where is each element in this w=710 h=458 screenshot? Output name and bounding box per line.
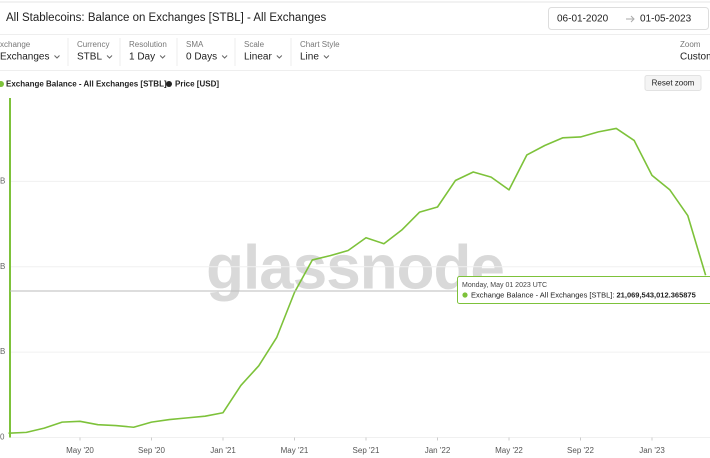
x-tick-label: Jan '22 bbox=[425, 446, 451, 455]
control-value[interactable]: STBL bbox=[77, 52, 102, 63]
legend-label[interactable]: Price [USD] bbox=[175, 80, 219, 89]
x-tick-label: May '21 bbox=[281, 446, 309, 455]
series-line bbox=[8, 127, 707, 435]
control-value[interactable]: 0 Days bbox=[186, 52, 217, 63]
legend-dot bbox=[166, 81, 172, 87]
x-tick-label: Sep '20 bbox=[138, 446, 165, 455]
control-value[interactable]: Line bbox=[300, 52, 319, 63]
legend-dot bbox=[0, 81, 4, 87]
control-value[interactable]: Custom bbox=[680, 52, 710, 63]
control-label: Chart Style bbox=[300, 40, 340, 49]
control-label: Zoom bbox=[680, 40, 701, 49]
x-tick-label: May '20 bbox=[66, 446, 94, 455]
chevron bbox=[159, 55, 166, 59]
tooltip-label: Exchange Balance - All Exchanges [STBL]: bbox=[471, 290, 614, 299]
y-tick-label: 0 bbox=[0, 433, 5, 442]
control-value[interactable]: Exchanges bbox=[0, 52, 49, 63]
control-label: Currency bbox=[77, 40, 109, 49]
tooltip bbox=[457, 276, 710, 304]
arrow-icon bbox=[626, 15, 635, 23]
control-value[interactable]: 1 Day bbox=[129, 52, 155, 63]
x-tick-label: May '22 bbox=[495, 446, 523, 455]
y-tick-label: B bbox=[0, 262, 5, 271]
plot: 0 B B B May '20 Sep '20 Jan '21 May '21 Sep '21 J… bbox=[0, 98, 710, 455]
x-tick-label: Sep '21 bbox=[353, 446, 380, 455]
tooltip-dot bbox=[462, 292, 468, 298]
chevron bbox=[54, 55, 60, 59]
page-title: All Stablecoins: Balance on Exchanges [S… bbox=[6, 12, 327, 24]
chevron bbox=[276, 55, 283, 59]
x-tick-label: Jan '23 bbox=[639, 446, 665, 455]
y-tick-label: B bbox=[0, 176, 5, 185]
tooltip-text: Exchange Balance - All Exchanges [STBL]:… bbox=[471, 290, 696, 299]
controls: xchange Exchanges Currency STBL Resolution 1 … bbox=[0, 38, 710, 66]
legend-label[interactable]: Exchange Balance - All Exchanges [STBL] bbox=[6, 80, 167, 89]
chevron bbox=[221, 55, 228, 59]
date-to[interactable]: 01-05-2023 bbox=[640, 14, 692, 25]
x-tick-label: Jan '21 bbox=[210, 446, 236, 455]
control-value[interactable]: Linear bbox=[244, 52, 272, 63]
control-label: Scale bbox=[244, 40, 265, 49]
tooltip-date: Monday, May 01 2023 UTC bbox=[462, 282, 547, 289]
y-tick-label: B bbox=[0, 347, 5, 356]
control-label: xchange bbox=[0, 40, 31, 49]
control-label: Resolution bbox=[129, 40, 167, 49]
chevron bbox=[323, 55, 330, 59]
reset-zoom-label[interactable]: Reset zoom bbox=[652, 79, 695, 88]
tooltip-value: 21,069,543,012.365875 bbox=[617, 290, 696, 299]
reset-zoom-button[interactable] bbox=[644, 75, 702, 91]
chevron bbox=[106, 55, 113, 59]
x-tick-label: Sep '22 bbox=[567, 446, 594, 455]
date-from[interactable]: 06-01-2020 bbox=[557, 14, 609, 25]
control-label: SMA bbox=[186, 40, 204, 49]
